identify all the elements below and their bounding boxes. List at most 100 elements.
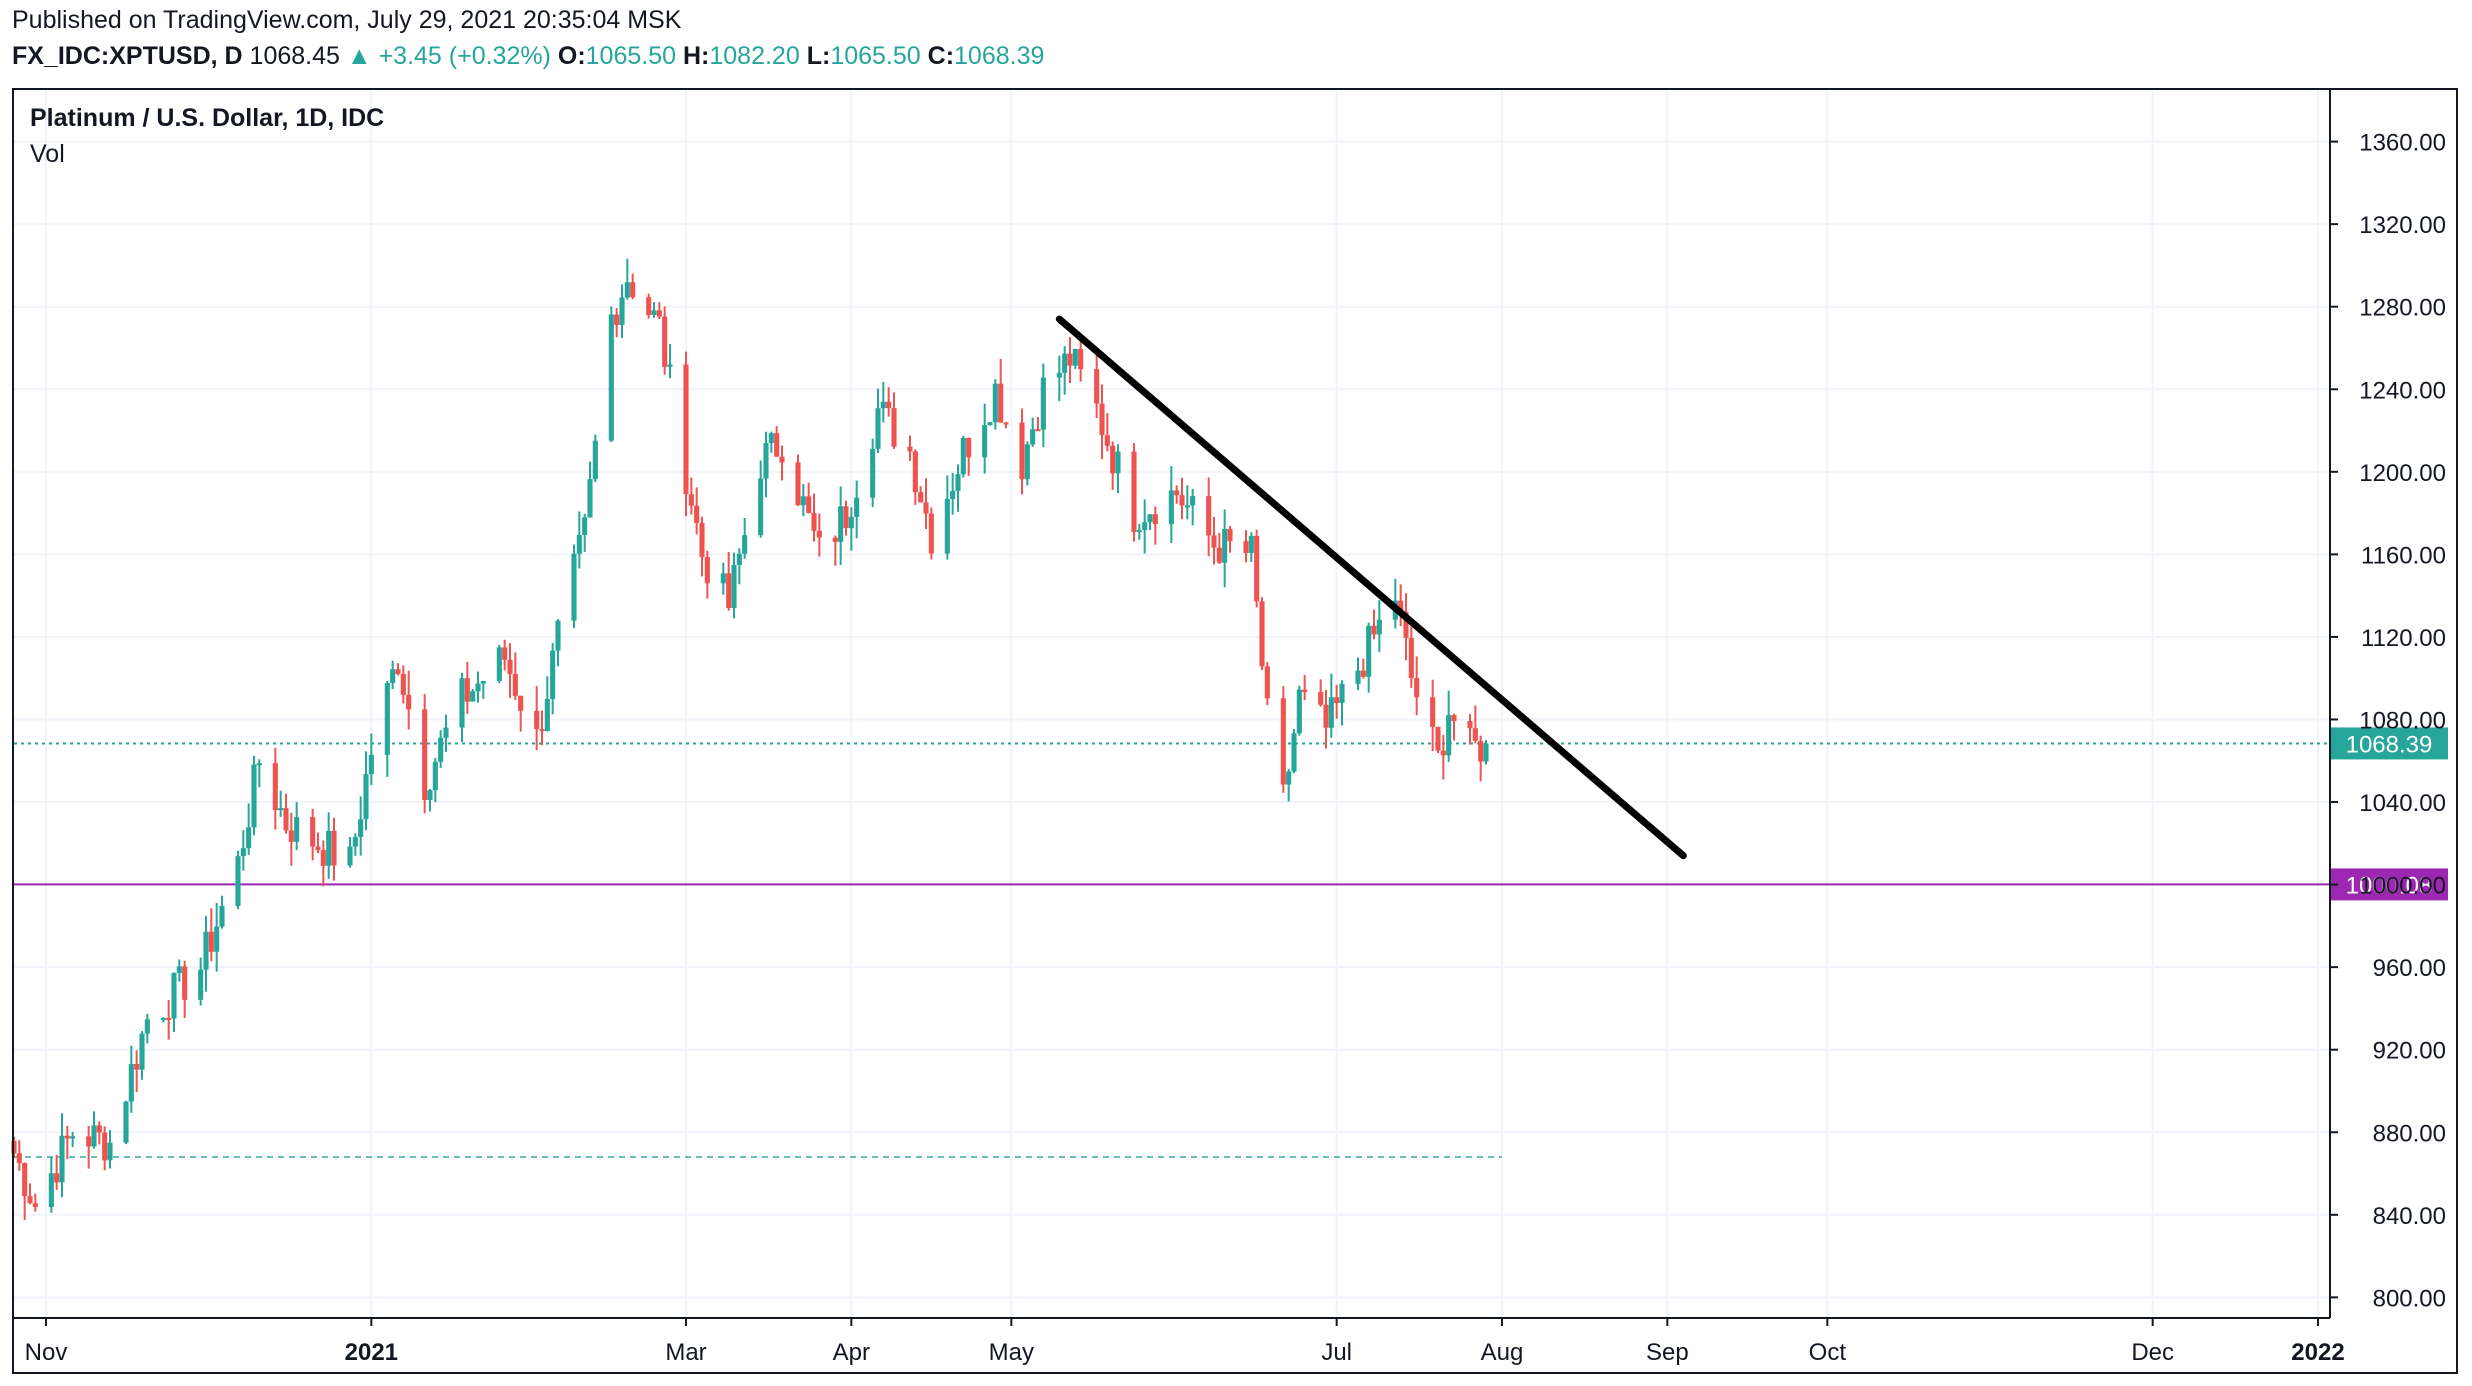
x-tick-label: Sep: [1646, 1339, 1689, 1366]
candle-body: [1355, 670, 1361, 684]
candle-body: [550, 650, 556, 699]
candle-body: [1371, 625, 1377, 635]
candle-body: [251, 764, 257, 828]
candle-body: [539, 729, 545, 732]
candle-body: [619, 297, 625, 325]
candle-body: [950, 490, 956, 500]
candle-body: [614, 314, 620, 325]
candle-body: [944, 499, 950, 554]
candle-body: [886, 401, 892, 409]
candle-body: [27, 1196, 33, 1204]
candle-body: [219, 905, 225, 927]
candle-body: [1376, 619, 1382, 635]
candle-body: [1227, 528, 1233, 542]
candle-body: [59, 1135, 65, 1183]
candle-body: [166, 1017, 172, 1020]
candle-body: [86, 1136, 92, 1147]
candle-body: [102, 1132, 108, 1161]
candle-body: [171, 973, 177, 1019]
candle-body: [1472, 728, 1478, 741]
candle-body: [107, 1142, 113, 1161]
candle-body: [982, 425, 988, 458]
y-tick-label: 920.00: [2373, 1038, 2446, 1065]
candle-body: [1291, 733, 1297, 772]
candle-body: [214, 926, 220, 952]
candle-body: [400, 674, 406, 695]
candle-body: [1296, 689, 1302, 734]
candle-body: [1211, 535, 1217, 548]
candle-body: [480, 680, 486, 684]
candle-body: [576, 534, 582, 554]
candle-body: [587, 479, 593, 518]
y-tick-label: 1280.00: [2359, 295, 2446, 322]
candle-body: [656, 310, 662, 317]
candle-body: [1174, 490, 1180, 496]
candle-body: [256, 763, 262, 766]
y-tick-label: 1200.00: [2359, 460, 2446, 487]
candle-body: [1099, 403, 1105, 436]
candle-body: [1115, 451, 1121, 474]
legend-title: Platinum / U.S. Dollar, 1D, IDC: [30, 104, 385, 132]
candle-body: [731, 564, 737, 608]
candle-body: [1222, 528, 1228, 563]
candle-body: [779, 456, 785, 463]
candle-body: [358, 819, 364, 837]
candle-body: [32, 1203, 38, 1208]
close-label: C:: [927, 42, 955, 70]
candle-body: [176, 966, 182, 974]
candle-body: [1264, 666, 1270, 699]
candle-body: [1184, 505, 1190, 508]
candle-body: [1339, 683, 1345, 704]
candle-body: [278, 808, 284, 811]
candle-body: [918, 492, 924, 503]
x-tick-label: Oct: [1809, 1339, 1847, 1366]
candle-body: [1259, 601, 1265, 667]
candle-body: [1104, 435, 1110, 446]
price-axis[interactable]: 1360.00 1320.00 1280.00 1240.00 1200.00 1160.…: [2329, 90, 2446, 1318]
candle-body: [294, 817, 300, 842]
candle-body: [742, 535, 748, 554]
price-label-text: 1068.39: [2346, 731, 2433, 758]
candle-body: [832, 537, 838, 542]
change-arrow-icon: ▲: [346, 42, 372, 70]
candle-body: [1366, 625, 1372, 677]
candle-body: [1035, 429, 1041, 432]
candle-body: [1243, 541, 1249, 553]
candle-body: [139, 1033, 145, 1070]
candle-body: [1398, 600, 1404, 612]
candle-body: [1030, 429, 1036, 445]
candle-body: [203, 931, 209, 970]
candle-body: [992, 383, 998, 423]
time-axis[interactable]: Nov 2021 Mar Apr May Jul Aug Sep Oct Dec 2022: [14, 1317, 2345, 1366]
change-value: +3.45 (+0.32%): [378, 42, 551, 70]
candle-body: [1446, 715, 1452, 756]
low-value: 1065.50: [830, 42, 921, 70]
candle-body: [128, 1064, 134, 1102]
candle-body: [235, 856, 241, 906]
candle-body: [459, 678, 465, 728]
y-tick-label: 1320.00: [2359, 212, 2446, 239]
candle-body: [48, 1173, 54, 1208]
candle-body: [310, 817, 316, 847]
candle-body: [512, 674, 518, 696]
open-label: O:: [557, 42, 586, 70]
candle-body: [800, 496, 806, 506]
trendline: [1055, 315, 1687, 860]
candle-body: [966, 437, 972, 458]
candle-body: [1179, 495, 1185, 506]
x-tick-label: 2021: [345, 1339, 398, 1366]
candle-body: [1451, 715, 1457, 721]
candle-body: [1414, 678, 1420, 698]
candle-body: [875, 408, 881, 449]
candle-body: [443, 727, 449, 738]
candle-body: [123, 1101, 129, 1143]
candle-body: [816, 530, 822, 538]
candle-body: [646, 297, 652, 315]
candle-body: [1019, 422, 1025, 480]
x-tick-label: Mar: [665, 1339, 706, 1366]
candle-body: [320, 850, 326, 866]
candle-body: [1483, 743, 1489, 762]
candle-body: [288, 830, 294, 842]
candle-body: [1408, 637, 1414, 679]
